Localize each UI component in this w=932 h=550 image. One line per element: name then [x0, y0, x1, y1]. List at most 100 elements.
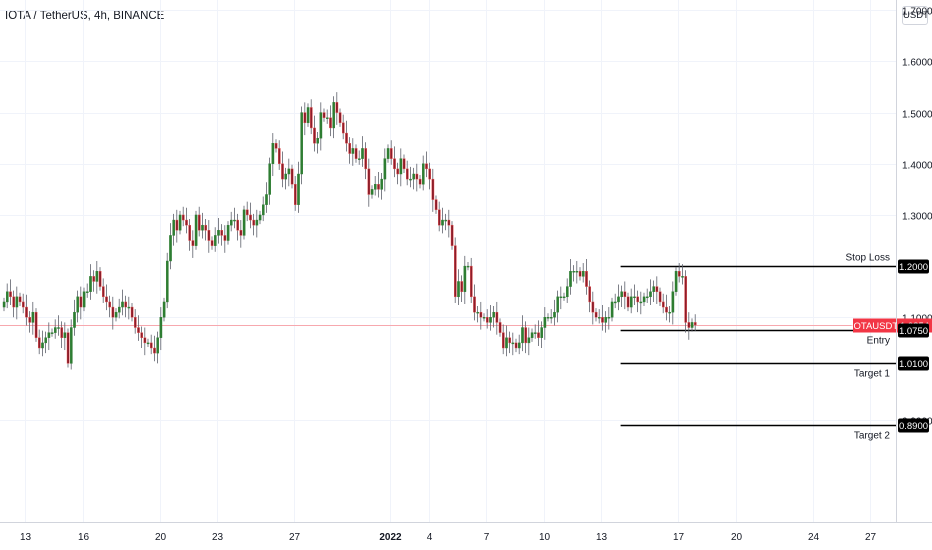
level-name: Target 2 — [854, 431, 891, 442]
candle-down — [662, 301, 665, 308]
candle-up — [127, 306, 131, 309]
candle — [620, 285, 623, 308]
candle-down — [450, 224, 454, 246]
candle-up — [114, 311, 118, 318]
time-tick-label: 7 — [484, 532, 490, 543]
candle-up — [297, 173, 300, 205]
candle — [351, 138, 355, 166]
candle — [367, 158, 371, 207]
candle-down — [197, 214, 201, 231]
candle-up — [351, 148, 355, 154]
candle — [396, 162, 400, 185]
time-tick-label: 10 — [539, 532, 551, 543]
time-axis[interactable]: 13 16 20 23 27 2022 4 7 10 13 17 20 24 27 — [20, 532, 877, 543]
candle — [191, 230, 195, 258]
candle-down — [140, 332, 144, 338]
candle-up — [268, 163, 272, 195]
candle-down — [514, 342, 518, 349]
candle-up — [172, 219, 176, 236]
candle — [207, 220, 211, 253]
candle-up — [556, 296, 559, 313]
candle — [149, 334, 153, 355]
candle — [265, 182, 268, 213]
candle — [380, 172, 384, 200]
candle-up — [476, 311, 480, 314]
candle-up — [521, 327, 524, 344]
candle — [646, 288, 649, 303]
candle — [572, 265, 575, 282]
candle-up — [550, 317, 553, 319]
candle-down — [393, 158, 396, 170]
candle — [422, 155, 425, 191]
candle-up — [492, 311, 496, 318]
candle — [178, 210, 182, 235]
candle — [5, 283, 9, 309]
candle-down — [9, 291, 12, 298]
candle — [220, 224, 224, 246]
time-tick-label: 4 — [427, 532, 433, 543]
candle — [434, 195, 438, 214]
candle — [358, 150, 361, 165]
candle — [431, 168, 435, 212]
candle — [550, 309, 553, 324]
candle — [98, 267, 102, 291]
candle — [89, 264, 92, 300]
candle — [630, 288, 633, 314]
level-name: Entry — [867, 336, 890, 347]
candle-down — [239, 230, 243, 236]
candle-up — [121, 301, 124, 308]
candle-up — [511, 342, 515, 345]
candle — [322, 108, 326, 122]
candle-down — [338, 112, 342, 124]
candle — [374, 176, 377, 196]
level-name: Stop Loss — [846, 253, 890, 264]
candle — [140, 326, 144, 348]
candle-down — [60, 327, 63, 338]
level-price-tag — [898, 259, 929, 274]
candle-down — [486, 317, 489, 323]
candle-down — [626, 296, 630, 308]
candle-down — [454, 245, 457, 298]
candle-down — [594, 311, 598, 318]
candle — [556, 290, 559, 323]
time-tick-label: 24 — [808, 532, 820, 543]
candle-down — [418, 178, 422, 185]
candle-down — [402, 158, 406, 170]
candle-down — [274, 143, 278, 149]
candle-down — [223, 235, 227, 241]
candle-up — [649, 291, 652, 298]
candle-down — [578, 271, 582, 277]
candle-down — [220, 230, 224, 236]
candle — [498, 318, 502, 337]
candle — [447, 209, 451, 238]
candle-up — [217, 230, 220, 236]
candle — [338, 108, 342, 127]
candle — [85, 283, 89, 298]
candle — [201, 212, 204, 239]
candle-down — [377, 184, 380, 190]
candle — [348, 137, 352, 164]
currency-button[interactable]: USDT — [902, 6, 929, 25]
candle-up — [646, 296, 649, 299]
candle — [588, 280, 591, 313]
candle-down — [149, 342, 153, 349]
candle — [50, 328, 54, 337]
candle — [306, 103, 310, 127]
candle — [233, 207, 236, 229]
candle-up — [258, 214, 262, 221]
candle-up — [572, 271, 575, 273]
candle — [521, 315, 524, 352]
candle — [492, 306, 496, 328]
candle-down — [460, 281, 464, 292]
candle-up — [85, 291, 89, 293]
candle — [406, 160, 409, 186]
candle — [534, 324, 537, 339]
candle-up — [642, 296, 646, 303]
candle-down — [38, 337, 41, 349]
candle-down — [390, 148, 393, 159]
candle-up — [630, 296, 633, 308]
candle — [681, 264, 684, 285]
level-price-tag — [898, 418, 929, 433]
candle — [268, 157, 272, 205]
